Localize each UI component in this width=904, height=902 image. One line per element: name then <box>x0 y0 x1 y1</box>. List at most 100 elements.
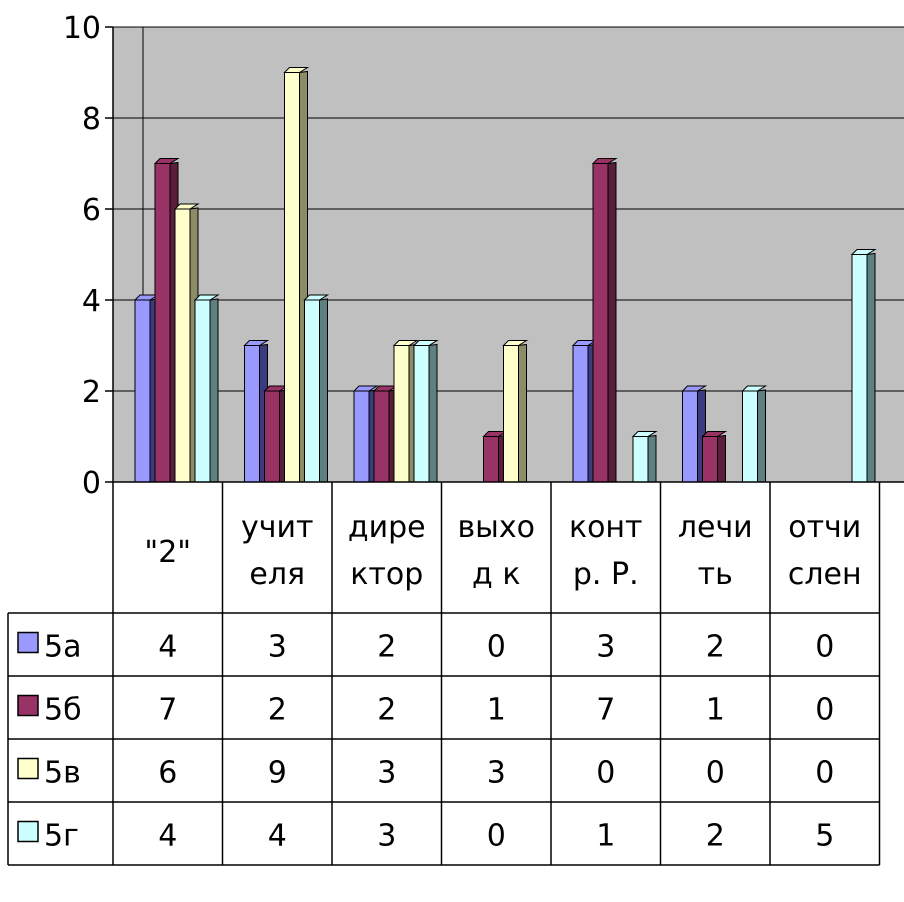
category-label: слен <box>788 557 862 592</box>
legend-label: 5б <box>44 693 82 728</box>
bar-side <box>866 252 876 483</box>
bar-side <box>319 298 328 483</box>
bar-front <box>592 163 609 483</box>
data-table-cell: 3 <box>377 756 396 791</box>
bar-front <box>572 345 589 483</box>
category-label: ть <box>698 557 733 592</box>
y-tick-label: 6 <box>82 193 101 228</box>
bar <box>193 294 220 483</box>
bar-front <box>682 390 698 483</box>
bar <box>631 431 658 483</box>
bar-top <box>352 385 379 392</box>
legend-label: 5а <box>44 630 81 665</box>
data-table-cell: 0 <box>815 756 834 791</box>
legend-label: 5г <box>44 819 79 854</box>
bar-front <box>851 254 868 483</box>
data-table-cell: 0 <box>487 819 506 854</box>
bar-front <box>154 163 171 483</box>
legend-swatch <box>17 631 39 654</box>
bar <box>591 158 618 483</box>
bar-top <box>173 203 200 210</box>
bar-side <box>717 434 726 483</box>
category-label: д к <box>472 557 520 592</box>
y-tick-label: 8 <box>82 102 101 137</box>
category-label: отчи <box>788 510 861 545</box>
bar-front <box>483 436 499 483</box>
bar-front <box>632 436 649 483</box>
y-tick-label: 4 <box>82 284 101 319</box>
category-label: "2" <box>144 535 191 570</box>
bar-front <box>174 208 191 483</box>
bar-side <box>428 343 438 483</box>
bar-front <box>413 345 430 483</box>
category-label: конт <box>569 510 643 545</box>
bar <box>502 340 529 483</box>
bar-front <box>244 345 260 483</box>
y-tick-label: 10 <box>63 11 101 46</box>
category-label: еля <box>249 557 305 592</box>
bar-top <box>392 340 419 346</box>
bar-top <box>591 158 618 164</box>
data-table-cell: 7 <box>596 693 615 728</box>
bar-top <box>502 340 529 346</box>
bar-top <box>193 294 220 301</box>
bar-top <box>631 431 658 437</box>
bar <box>303 294 330 483</box>
bar-top <box>701 431 728 437</box>
bar-top <box>243 340 270 346</box>
data-table-cell: 2 <box>377 693 396 728</box>
legend-swatch <box>17 820 39 843</box>
data-table-cell: 5 <box>815 819 834 854</box>
data-table-cell: 3 <box>487 756 506 791</box>
bar-front <box>194 299 211 483</box>
bar-front <box>393 345 410 483</box>
data-table-cell: 3 <box>596 630 615 665</box>
data-table-cell: 2 <box>706 630 725 665</box>
bar-front <box>702 436 718 483</box>
bar-top <box>283 67 310 73</box>
data-table-cell: 3 <box>377 819 396 854</box>
bar <box>850 249 877 483</box>
bar-top <box>741 385 768 392</box>
category-label: лечи <box>678 510 753 545</box>
bar-top <box>412 340 439 346</box>
data-table-cell: 4 <box>158 630 177 665</box>
data-table-cell: 6 <box>158 756 177 791</box>
bar-side <box>757 389 766 483</box>
legend-label: 5в <box>44 756 81 791</box>
bar-top <box>681 385 708 392</box>
bar-front <box>353 390 370 483</box>
category-label: учит <box>241 510 313 545</box>
data-table-cell: 0 <box>596 756 615 791</box>
data-table-cell: 0 <box>706 756 725 791</box>
data-table-cell: 0 <box>815 693 834 728</box>
data-table-cell: 4 <box>158 819 177 854</box>
bar-side <box>647 434 657 483</box>
bar <box>701 431 728 483</box>
bar <box>173 203 200 483</box>
bar-top <box>303 294 330 301</box>
bar-front <box>742 390 758 483</box>
bar-front <box>134 299 151 483</box>
category-label: дире <box>348 510 426 545</box>
y-tick-label: 0 <box>82 466 101 501</box>
bar-front <box>373 390 390 483</box>
data-table-cell: 2 <box>706 819 725 854</box>
bar-top <box>850 249 877 255</box>
bar-front <box>264 390 280 483</box>
data-table-cell: 7 <box>158 693 177 728</box>
data-table-cell: 2 <box>268 693 287 728</box>
bar-side <box>518 343 527 483</box>
bar-front <box>284 72 300 483</box>
data-table-cell: 1 <box>487 693 506 728</box>
legend-swatch <box>17 694 39 717</box>
bar-front <box>304 299 320 483</box>
bar <box>741 385 768 483</box>
data-table-cell: 0 <box>487 630 506 665</box>
data-table-cell: 0 <box>815 630 834 665</box>
data-table-cell: 4 <box>268 819 287 854</box>
bar <box>412 340 439 483</box>
category-label: р. Р. <box>573 557 639 592</box>
data-table-cell: 1 <box>596 819 615 854</box>
